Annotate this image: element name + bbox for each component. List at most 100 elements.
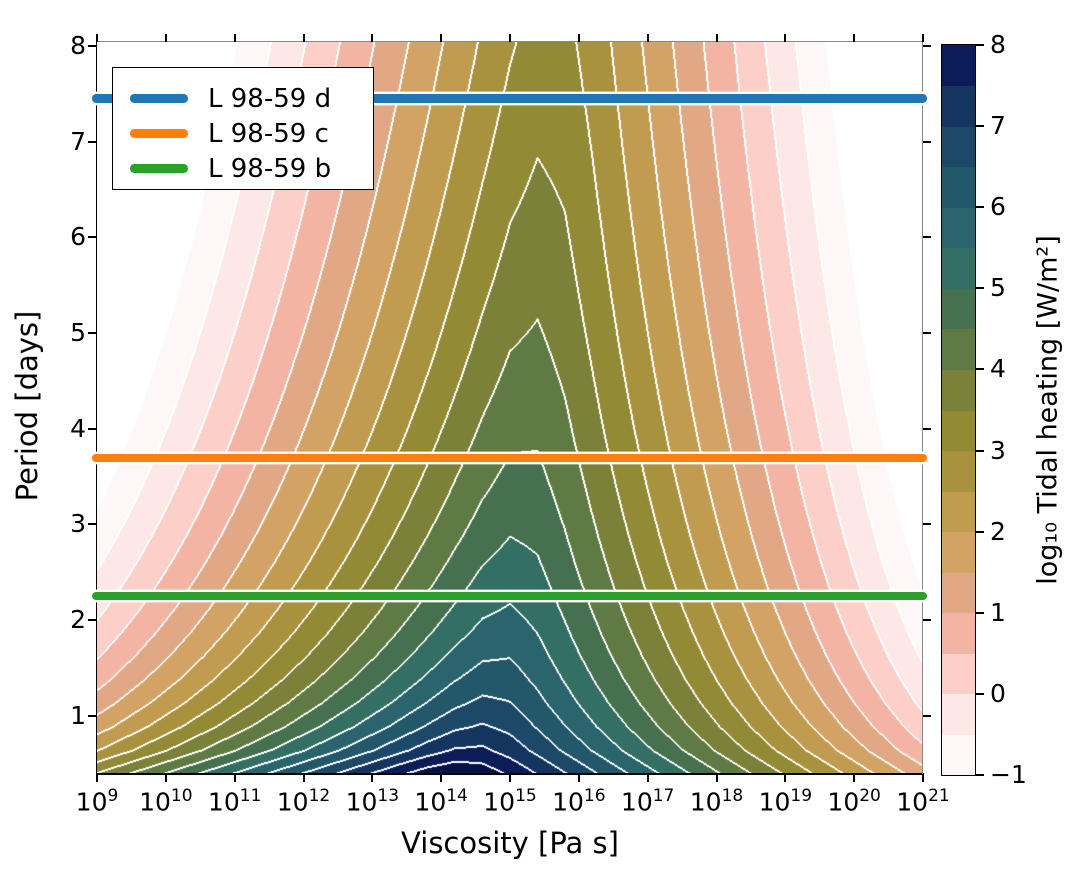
y-tick-right <box>923 523 931 526</box>
x-tick-bottom <box>440 774 443 782</box>
legend-line-sample-c <box>130 129 188 138</box>
y-axis-label: Period [days] <box>10 310 44 502</box>
x-tick-top <box>509 34 511 42</box>
colorbar-segment <box>942 207 975 249</box>
colorbar-segment <box>942 693 975 736</box>
legend-item: L 98-59 d <box>113 81 373 116</box>
x-tick-label: 1020 <box>827 786 881 817</box>
y-tick-left <box>88 44 96 47</box>
line-l98-59-c <box>92 453 927 463</box>
x-tick-exponent: 9 <box>107 786 119 806</box>
colorbar-tick <box>975 530 984 533</box>
x-tick-top <box>371 34 374 42</box>
legend-line-sample-d <box>130 94 188 103</box>
colorbar-frame <box>940 43 976 776</box>
y-tick-right <box>923 140 931 143</box>
y-tick-right <box>923 714 931 717</box>
axis-spine-right <box>922 41 924 775</box>
legend-line-sample-b <box>130 164 188 173</box>
colorbar-segment <box>942 410 975 452</box>
x-tick-exponent: 10 <box>170 786 193 806</box>
x-tick-top <box>853 34 856 42</box>
colorbar-segment <box>942 166 975 208</box>
colorbar-tick-label: −1 <box>990 760 1027 789</box>
x-tick-top <box>233 34 236 42</box>
x-tick-top <box>96 34 98 42</box>
x-tick-bottom <box>646 774 649 782</box>
legend-item: L 98-59 b <box>113 151 373 186</box>
line-l98-59-d <box>92 94 927 103</box>
x-tick-exponent: 12 <box>308 786 331 806</box>
colorbar-tick-label: 3 <box>990 435 1006 465</box>
x-tick-exponent: 14 <box>446 786 468 806</box>
x-tick-label: 1011 <box>207 786 262 817</box>
x-tick-exponent: 11 <box>239 786 262 806</box>
colorbar-segment <box>942 653 975 695</box>
x-tick-label: 1021 <box>896 786 950 817</box>
x-axis-label: Viscosity [Pa s] <box>401 826 619 860</box>
x-tick-exponent: 17 <box>652 786 675 806</box>
x-tick-bottom <box>96 774 98 782</box>
legend-item-label: L 98-59 d <box>208 83 332 114</box>
legend: L 98-59 d L 98-59 c L 98-59 b <box>112 67 374 190</box>
colorbar-segment <box>942 85 975 127</box>
y-tick-right <box>923 331 931 334</box>
y-tick-left <box>88 523 96 526</box>
colorbar-segment <box>942 612 975 654</box>
x-tick-top <box>922 34 924 42</box>
y-tick-label: 5 <box>70 317 86 347</box>
y-tick-label: 3 <box>70 509 86 539</box>
x-tick-exponent: 19 <box>790 786 813 806</box>
colorbar-segment <box>942 328 975 371</box>
colorbar-tick-label: 8 <box>990 30 1006 59</box>
x-tick-bottom <box>715 774 718 782</box>
x-tick-bottom <box>233 774 236 782</box>
colorbar-segment <box>942 450 975 492</box>
colorbar-tick <box>975 125 984 128</box>
x-tick-label: 1010 <box>139 786 193 817</box>
x-tick-exponent: 21 <box>928 786 950 806</box>
colorbar-tick <box>975 692 984 695</box>
x-tick-label: 1014 <box>414 786 468 817</box>
x-tick-label: 1013 <box>345 786 400 817</box>
x-tick-exponent: 15 <box>515 786 537 806</box>
y-tick-label: 2 <box>70 604 86 634</box>
legend-item-label: L 98-59 b <box>208 153 332 184</box>
legend-item: L 98-59 c <box>113 116 373 151</box>
x-tick-bottom <box>784 774 787 782</box>
x-tick-top <box>784 34 787 42</box>
y-tick-left <box>88 618 96 621</box>
colorbar-tick <box>975 206 984 209</box>
axis-spine-left <box>95 41 98 775</box>
y-tick-left <box>88 140 96 143</box>
colorbar-tick <box>975 449 984 452</box>
colorbar-tick-label: 0 <box>990 678 1006 708</box>
colorbar <box>942 45 975 776</box>
colorbar-tick-label: 1 <box>990 597 1006 627</box>
colorbar-segment <box>942 572 975 614</box>
colorbar-tick-label: 4 <box>990 354 1006 384</box>
y-tick-label: 7 <box>70 126 86 156</box>
x-tick-exponent: 13 <box>377 786 400 806</box>
colorbar-tick <box>975 611 984 614</box>
legend-item-label: L 98-59 c <box>208 118 329 149</box>
colorbar-tick-label: 5 <box>990 273 1006 303</box>
colorbar-label: log₁₀ Tidal heating [W/m²] <box>1032 235 1064 585</box>
y-tick-left <box>88 714 96 717</box>
x-tick-exponent: 20 <box>859 786 881 806</box>
x-tick-label: 1018 <box>689 786 744 817</box>
x-tick-label: 1012 <box>276 786 331 817</box>
x-tick-label: 1016 <box>552 786 606 817</box>
colorbar-segment <box>942 126 975 168</box>
y-tick-label: 6 <box>70 222 86 252</box>
colorbar-tick <box>975 774 984 776</box>
x-tick-bottom <box>302 774 305 782</box>
colorbar-segment <box>942 288 975 330</box>
x-tick-exponent: 16 <box>583 786 606 806</box>
x-tick-bottom <box>853 774 856 782</box>
colorbar-tick-label: 7 <box>990 111 1006 141</box>
y-tick-label: 1 <box>70 700 86 730</box>
y-tick-right <box>923 427 931 430</box>
y-tick-left <box>88 236 96 239</box>
line-l98-59-b <box>92 591 927 601</box>
